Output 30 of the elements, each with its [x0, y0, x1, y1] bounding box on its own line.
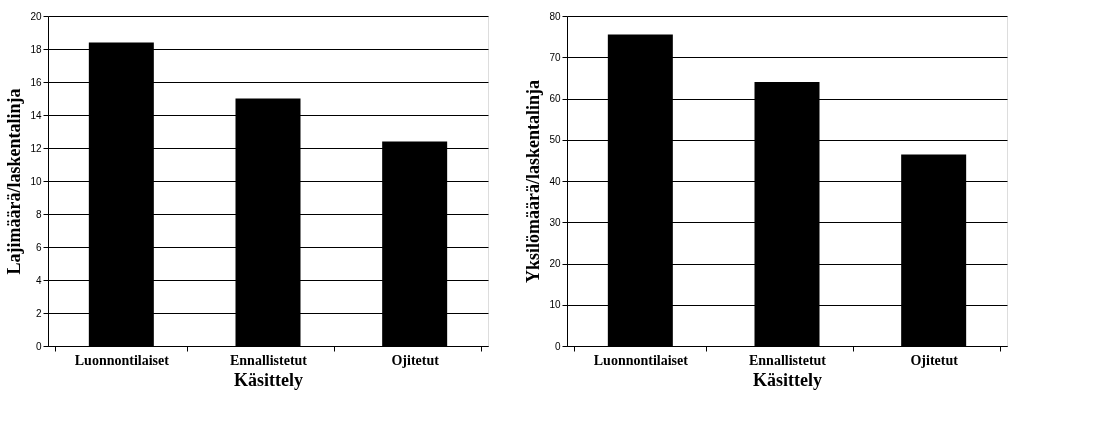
- y-tick-label: 8: [35, 208, 42, 220]
- y-tick-label: 80: [549, 10, 561, 22]
- y-tick-label: 0: [35, 340, 42, 352]
- y-axis-title: Yksilömäärä/laskentalinja: [523, 79, 544, 284]
- x-tick-label: Ennallistetut: [748, 352, 827, 368]
- y-tick-label: 70: [549, 51, 561, 63]
- x-tick-label: Ojitetut: [910, 352, 959, 368]
- y-tick-label: 40: [549, 175, 561, 187]
- y-tick-label: 4: [35, 274, 42, 286]
- x-tick-label: Ennallistetut: [229, 352, 308, 368]
- y-tick-label: 10: [549, 299, 561, 311]
- x-tick-label: Luonnontilaiset: [74, 352, 170, 368]
- y-axis-title: Lajimäärä/laskentalinja: [4, 88, 25, 275]
- x-axis-title: Käsittely: [753, 369, 822, 390]
- y-tick-label: 20: [549, 258, 561, 269]
- x-tick-label: Ojitetut: [391, 352, 440, 368]
- x-axis-title: Käsittely: [234, 369, 303, 390]
- x-tick-label: Luonnontilaiset: [593, 352, 689, 368]
- y-tick-label: 10: [30, 175, 42, 187]
- y-tick-label: 18: [30, 43, 42, 55]
- y-tick-label: 12: [30, 142, 42, 154]
- y-tick-label: 60: [549, 93, 561, 104]
- y-tick-label: 6: [35, 241, 42, 253]
- y-tick-label: 30: [549, 216, 561, 228]
- y-tick-label: 50: [549, 134, 561, 146]
- y-tick-label: 20: [30, 10, 42, 22]
- y-tick-label: 14: [30, 109, 42, 121]
- y-tick-label: 2: [35, 307, 42, 319]
- y-tick-label: 16: [30, 76, 42, 88]
- y-tick-label: 0: [554, 340, 561, 352]
